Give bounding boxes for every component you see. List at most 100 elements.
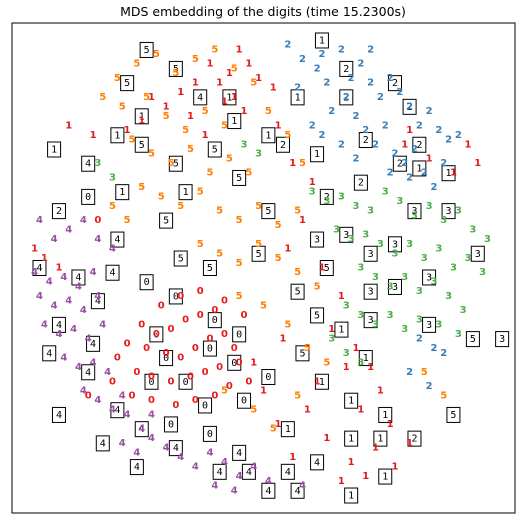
data-point-digit-5: 5 <box>231 63 238 74</box>
digit-thumbnail-frame <box>134 136 149 153</box>
data-point-digit-0: 0 <box>182 315 189 326</box>
data-point-digit-2: 2 <box>416 334 423 345</box>
digit-thumbnail-frame <box>290 89 305 106</box>
data-point-digit-4: 4 <box>41 319 48 330</box>
data-point-digit-4: 4 <box>109 405 116 416</box>
data-point-digit-5: 5 <box>148 149 155 160</box>
digit-thumbnail-frame <box>280 463 295 480</box>
digit-thumbnail-frame <box>232 326 247 343</box>
data-point-digit-2: 2 <box>435 125 442 136</box>
data-point-digit-3: 3 <box>445 291 452 302</box>
digit-thumbnail-glyph: 1 <box>348 396 354 407</box>
data-point-digit-4: 4 <box>250 462 257 473</box>
data-point-digit-5: 5 <box>304 343 311 354</box>
data-point-digit-4: 4 <box>177 452 184 463</box>
data-point-digit-1: 1 <box>465 139 472 150</box>
digit-thumbnail-frame <box>173 250 188 267</box>
data-point-digit-4: 4 <box>65 296 72 307</box>
digit-thumbnail: 0 <box>261 369 276 386</box>
digit-thumbnail-frame <box>378 406 393 423</box>
data-point-digit-4: 4 <box>80 215 87 226</box>
digit-thumbnail-frame <box>339 226 354 243</box>
data-point-digit-2: 2 <box>426 381 433 392</box>
data-point-digit-5: 5 <box>119 101 126 112</box>
data-point-digit-0: 0 <box>187 372 194 383</box>
digit-thumbnail: 0 <box>202 340 217 357</box>
data-point-digit-5: 5 <box>177 201 184 212</box>
digit-thumbnail-frame <box>168 155 183 172</box>
digit-thumbnail: 4 <box>81 364 96 381</box>
data-point-digit-1: 1 <box>148 92 155 103</box>
digit-thumbnail-frame <box>139 41 154 58</box>
digit-thumbnail-glyph: 5 <box>256 249 262 260</box>
digit-thumbnail: 2 <box>402 98 417 115</box>
digit-thumbnail-glyph: 1 <box>114 130 120 141</box>
digit-thumbnail: 4 <box>105 264 120 281</box>
data-point-digit-4: 4 <box>55 329 62 340</box>
data-point-digit-0: 0 <box>202 367 209 378</box>
digit-thumbnail-glyph: 2 <box>411 434 417 445</box>
digit-thumbnail: 4 <box>42 345 57 362</box>
digit-thumbnail-frame <box>237 392 252 409</box>
data-point-digit-2: 2 <box>430 343 437 354</box>
digit-thumbnail-frame <box>202 260 217 276</box>
data-point-digit-0: 0 <box>177 353 184 364</box>
data-point-digit-3: 3 <box>377 239 384 250</box>
digit-thumbnail-glyph: 4 <box>217 467 223 478</box>
data-point-digit-1: 1 <box>163 101 170 112</box>
digit-thumbnail-glyph: 5 <box>450 410 456 421</box>
data-point-digit-2: 2 <box>338 44 345 55</box>
digit-thumbnail-glyph: 0 <box>236 329 242 340</box>
data-point-digit-3: 3 <box>421 253 428 264</box>
data-point-digit-5: 5 <box>299 158 306 169</box>
digit-thumbnail-glyph: 5 <box>265 206 271 217</box>
data-point-digit-1: 1 <box>55 263 62 274</box>
data-point-digit-0: 0 <box>143 343 150 354</box>
data-point-digit-5: 5 <box>270 424 277 435</box>
digit-thumbnail: 1 <box>115 184 130 201</box>
digit-thumbnail: 0 <box>139 274 154 291</box>
data-point-digit-5: 5 <box>114 73 121 84</box>
digit-thumbnail-frame <box>159 212 174 229</box>
data-point-digit-4: 4 <box>163 443 170 454</box>
digit-thumbnail: 0 <box>159 350 174 367</box>
digit-thumbnail-glyph: 3 <box>475 249 481 260</box>
digit-thumbnail-frame <box>275 136 290 153</box>
data-point-digit-1: 1 <box>192 78 199 89</box>
data-point-digit-1: 1 <box>275 120 282 131</box>
data-point-digit-1: 1 <box>406 438 413 449</box>
data-point-digit-5: 5 <box>221 386 228 397</box>
data-point-digit-5: 5 <box>187 144 194 155</box>
data-point-digit-3: 3 <box>416 286 423 297</box>
digit-thumbnail-frame <box>261 369 276 386</box>
digit-thumbnail: 4 <box>71 269 86 286</box>
data-point-digit-5: 5 <box>294 267 301 278</box>
data-point-digit-5: 5 <box>99 92 106 103</box>
data-point-digit-5: 5 <box>206 168 213 179</box>
data-point-digit-2: 2 <box>440 158 447 169</box>
digit-thumbnail: 0 <box>237 392 252 409</box>
digit-thumbnail: 5 <box>168 60 183 77</box>
digit-thumbnail-glyph: 2 <box>392 78 398 89</box>
digit-thumbnail-frame <box>90 293 105 310</box>
digit-thumbnail-frame <box>144 373 159 390</box>
data-point-digit-5: 5 <box>109 201 116 212</box>
digit-thumbnail-glyph: 0 <box>265 372 271 383</box>
data-point-digit-2: 2 <box>299 54 306 65</box>
data-point-digit-1: 1 <box>357 405 364 416</box>
digit-thumbnail-glyph: 1 <box>382 410 388 421</box>
digit-thumbnail-frame <box>310 454 325 471</box>
digit-thumbnail: 4 <box>134 421 149 438</box>
data-point-digit-2: 2 <box>387 168 394 179</box>
digit-thumbnail-glyph: 4 <box>110 268 116 279</box>
digit-thumbnail-glyph: 3 <box>392 239 398 250</box>
digit-thumbnail-frame <box>51 203 66 220</box>
digit-thumbnail-frame <box>310 146 325 163</box>
data-point-digit-0: 0 <box>192 395 199 406</box>
data-point-digit-1: 1 <box>289 452 296 463</box>
data-point-digit-3: 3 <box>455 329 462 340</box>
data-point-digit-2: 2 <box>396 87 403 98</box>
digit-thumbnail: 2 <box>358 132 373 149</box>
data-point-digit-2: 2 <box>318 49 325 60</box>
data-point-digit-5: 5 <box>197 187 204 198</box>
